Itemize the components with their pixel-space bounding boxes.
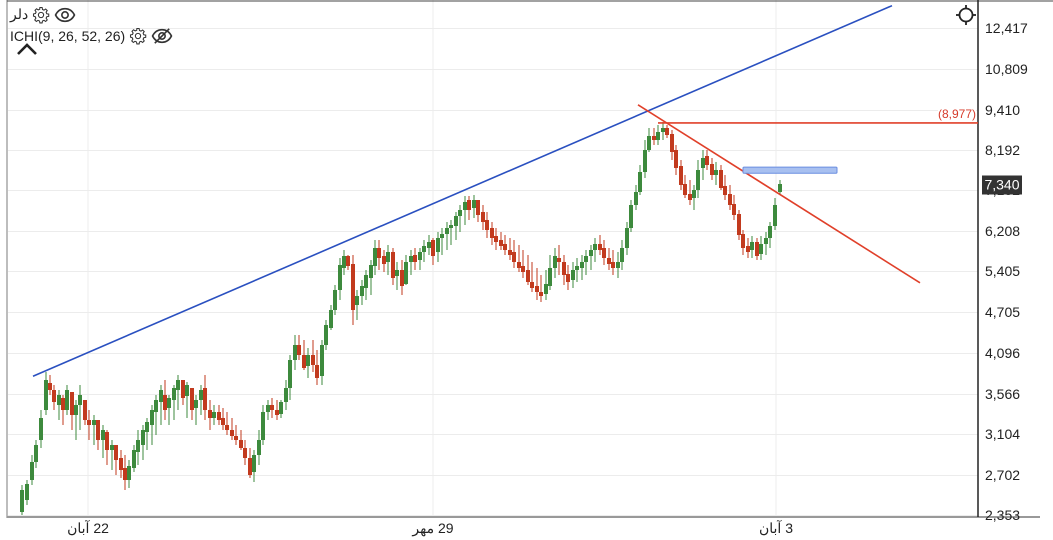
indicator-legend-row: ICHI(9, 26, 52, 26) (10, 25, 173, 46)
symbol-legend-row: دلر (10, 4, 173, 25)
price-tick-label: 6,208 (985, 223, 1021, 239)
price-tick-label: 5,405 (985, 263, 1021, 279)
rising-trendline[interactable] (32, 4, 893, 377)
time-tick-label: 22 آبان (67, 520, 109, 536)
symbol-visibility-eye-icon[interactable] (54, 6, 76, 24)
crosshair-target-icon[interactable] (955, 4, 977, 26)
symbol-name: دلر (10, 6, 29, 22)
time-tick-label: 3 آبان (758, 520, 794, 536)
candlestick-series (20, 122, 782, 515)
indicator-settings-gear-icon[interactable] (129, 27, 147, 45)
indicator-hidden-eye-slash-icon[interactable] (151, 27, 173, 45)
falling-trendline[interactable] (637, 104, 921, 284)
chart-legend: دلر ICHI(9, 26, 52, 26) (10, 4, 173, 46)
collapse-legend-chevron-up-icon[interactable] (16, 42, 38, 56)
horizontal-line-price-label: (8,977) (938, 107, 977, 121)
price-tick-label: 8,192 (985, 142, 1021, 158)
price-tick-label: 10,809 (985, 61, 1028, 77)
price-tick-label: 9,410 (985, 102, 1021, 118)
price-tick-label: 2,353 (985, 507, 1021, 523)
symbol-settings-gear-icon[interactable] (32, 6, 50, 24)
price-tick-label: 3,104 (985, 426, 1021, 442)
price-tick-label: 4,705 (985, 304, 1021, 320)
price-tick-label: 4,096 (985, 345, 1021, 361)
time-tick-label: 29 مهر (412, 520, 454, 536)
last-price-badge: 7,340 (982, 175, 1022, 195)
price-tick-label: 12,417 (985, 20, 1028, 36)
price-tick-label: 3,566 (985, 386, 1021, 402)
rectangle-drawing[interactable] (742, 166, 838, 174)
price-tick-label: 2,702 (985, 467, 1021, 483)
indicator-name: ICHI(9, 26, 52, 26) (10, 27, 126, 44)
drawings-layer[interactable] (32, 4, 978, 377)
